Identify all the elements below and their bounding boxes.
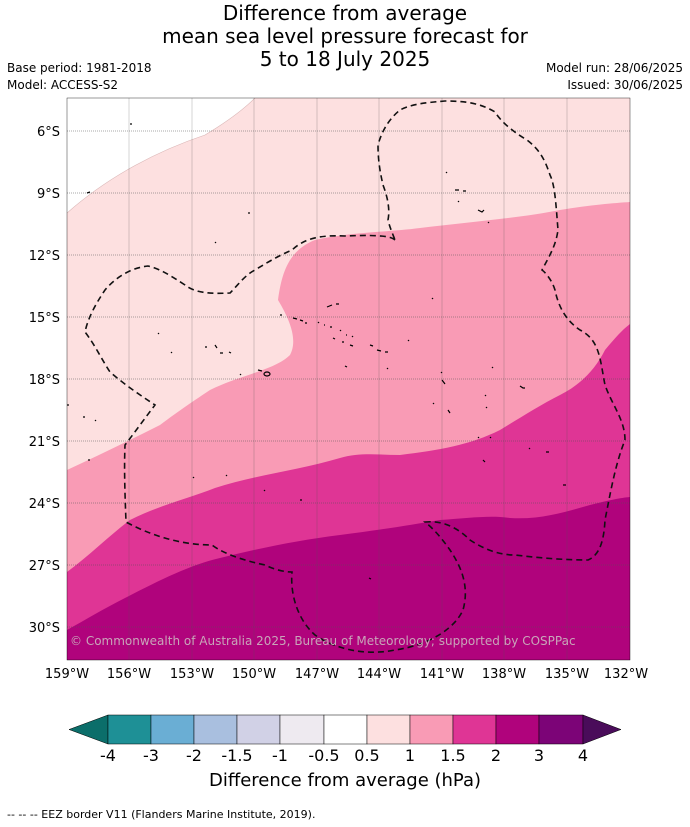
band-2-3	[67, 497, 630, 660]
lat-label-12s: 12°S	[29, 249, 60, 264]
island	[326, 303, 339, 308]
islands	[67, 123, 566, 580]
island	[214, 241, 217, 244]
title-line-3: 5 to 18 July 2025	[259, 47, 431, 71]
colorbar-extend-low	[68, 714, 109, 745]
colorbar-tick: -1	[272, 746, 288, 765]
colorbar-swatch	[107, 714, 152, 745]
model-run-label: Model run: 28/06/2025	[545, 61, 683, 75]
colorbar-swatch	[495, 714, 540, 745]
island	[455, 189, 466, 192]
island	[157, 332, 173, 354]
model-label: Model: ACCESS-S2	[7, 78, 119, 92]
island	[317, 321, 332, 328]
colorbar-tick: 1	[405, 746, 415, 765]
issued-label: Issued: 30/06/2025	[567, 78, 683, 92]
colorbar	[68, 714, 622, 745]
island	[86, 191, 91, 194]
colorbar-swatch	[150, 714, 195, 745]
island	[519, 385, 525, 389]
lat-label-21s: 21°S	[29, 435, 60, 450]
island	[83, 416, 97, 422]
colorbar-tick: -3	[143, 746, 159, 765]
longitude-axis: 159°W 156°W 153°W 150°W 147°W 144°W 141°…	[45, 667, 648, 682]
island	[407, 339, 410, 342]
colorbar-ticks: -4 -3 -2 -1.5 -1 -0.5 0.5 1 1.5 2 3 4	[100, 746, 588, 765]
colorbar-swatch	[366, 714, 411, 745]
colorbar-tick: -1.5	[221, 746, 252, 765]
island	[239, 373, 242, 376]
island	[257, 369, 271, 377]
lon-label-132w: 132°W	[604, 667, 648, 682]
eez-legend-footer: -- -- -- EEZ border V11 (Flanders Marine…	[7, 808, 316, 821]
gridlines	[67, 98, 630, 660]
lat-label-30s: 30°S	[29, 621, 60, 636]
colorbar-tick: -4	[100, 746, 116, 765]
colorbar-tick: 3	[534, 746, 544, 765]
lon-label-159w: 159°W	[45, 667, 89, 682]
colorbar-swatch	[279, 714, 325, 745]
lat-label-24s: 24°S	[29, 497, 60, 512]
colorbar-tick: -0.5	[308, 746, 339, 765]
island	[263, 489, 266, 492]
island	[477, 436, 492, 439]
island	[528, 447, 549, 453]
lon-label-135w: 135°W	[545, 667, 589, 682]
island	[332, 337, 354, 347]
lon-label-141w: 141°W	[420, 667, 464, 682]
colorbar-tick: -2	[186, 746, 202, 765]
colorbar-tick: 1.5	[440, 746, 465, 765]
copyright-notice: © Commonwealth of Australia 2025, Bureau…	[70, 634, 576, 648]
colorbar-tick: 0.5	[354, 746, 379, 765]
lat-label-15s: 15°S	[29, 311, 60, 326]
island	[344, 365, 348, 368]
colorbar-tick: 2	[491, 746, 501, 765]
lon-label-150w: 150°W	[232, 667, 276, 682]
lon-label-156w: 156°W	[107, 667, 151, 682]
map-frame	[66, 97, 631, 661]
lon-label-153w: 153°W	[170, 667, 214, 682]
lat-label-6s: 6°S	[37, 125, 60, 140]
island	[192, 474, 228, 479]
colorbar-tick: 4	[578, 746, 588, 765]
colorbar-swatch	[409, 714, 454, 745]
island	[339, 329, 354, 338]
island	[484, 394, 488, 409]
colorbar-swatch	[323, 714, 368, 745]
colorbar-swatch	[236, 714, 281, 745]
island	[369, 344, 388, 353]
title-line-1: Difference from average	[222, 1, 468, 25]
base-period-label: Base period: 1981-2018	[7, 61, 152, 75]
island	[487, 221, 490, 224]
eez-borders	[84, 100, 626, 653]
colorbar-title: Difference from average (hPa)	[208, 770, 482, 791]
island	[292, 317, 307, 324]
island	[432, 402, 451, 414]
island	[457, 200, 460, 203]
lat-label-18s: 18°S	[29, 373, 60, 388]
island	[205, 344, 232, 354]
island	[386, 367, 389, 370]
lat-label-9s: 9°S	[37, 187, 60, 202]
lon-label-144w: 144°W	[357, 667, 401, 682]
island	[368, 577, 372, 580]
island	[491, 366, 494, 369]
island	[440, 371, 446, 385]
island	[445, 171, 448, 174]
lat-label-27s: 27°S	[29, 559, 60, 574]
lon-label-138w: 138°W	[482, 667, 526, 682]
colorbar-swatch	[538, 714, 584, 745]
island	[431, 297, 434, 300]
latitude-axis: 6°S 9°S 12°S 15°S 18°S 21°S 24°S 27°S 30…	[29, 125, 60, 636]
lon-label-147w: 147°W	[295, 667, 339, 682]
island	[477, 209, 485, 213]
band-0.5-1-edge	[67, 98, 256, 214]
island	[482, 459, 486, 463]
colorbar-swatch	[452, 714, 497, 745]
eez-border-french-polynesia	[84, 100, 626, 653]
colorbar-extend-high	[582, 714, 622, 745]
title-line-2: mean sea level pressure forecast for	[162, 24, 528, 48]
colorbar-swatch	[193, 714, 238, 745]
